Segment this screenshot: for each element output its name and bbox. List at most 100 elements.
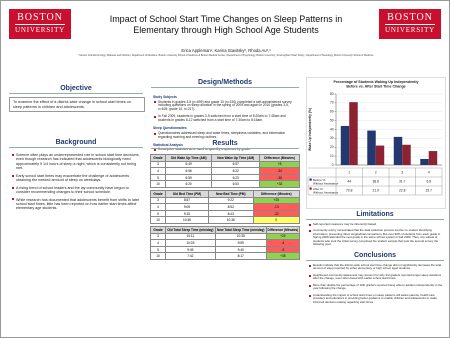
y-tick-label: 80	[330, 92, 334, 96]
methods-body: Study Subjects Students in grades 3-5 (n=…	[153, 93, 299, 155]
header-row: Grade Old Wake Up Time (AM) New Wake Up Ti…	[150, 154, 300, 162]
x-tick-label: 1	[348, 170, 350, 174]
table-cell: 9:05	[165, 203, 209, 211]
table-cell: 9:59	[214, 239, 267, 247]
table-cell: +35	[265, 252, 301, 260]
header-cell: Grade	[150, 226, 166, 234]
bar	[402, 144, 411, 165]
y-tick-label: 50	[330, 118, 334, 122]
table-cell: 4	[150, 203, 166, 211]
data-label: 44	[347, 179, 351, 183]
bullet: Self-reported measures may be inherently…	[308, 222, 444, 227]
table-cell: 10:36	[165, 216, 209, 224]
x-tick-label: 4	[428, 170, 430, 174]
table-cell: 8:57	[165, 196, 209, 205]
header-cell: New Wake Up Time (AM)	[211, 154, 261, 162]
table-cell: 10:03	[165, 239, 216, 247]
header-cell: Difference (Minutes)	[265, 226, 301, 234]
table-cell: 6:23	[211, 173, 261, 182]
bullet: Students in grades 3-5 (n=699) and grade…	[153, 100, 299, 113]
table-row: 10 6:20 6:53 +33	[150, 180, 300, 188]
table-cell: 6:57	[211, 160, 261, 169]
table-cell: 4	[150, 239, 166, 247]
table-row: 5 6:59 6:23 -36	[150, 173, 300, 182]
bar	[420, 158, 429, 165]
table-cell: -34	[259, 167, 300, 175]
data-label: 21.9	[373, 188, 380, 192]
data-label: 38.8	[373, 179, 380, 183]
y-axis-label: Wake Up Independently (%)	[308, 108, 312, 151]
subhead: Sleep Questionnaires	[153, 126, 187, 131]
table-cell: -36	[259, 173, 300, 182]
section-header: Objective	[9, 85, 143, 94]
table-cell: 9:49	[165, 245, 216, 254]
results-table: Grade Old Total Sleep Time (min/day) New T…	[150, 226, 301, 260]
table-cell: 6:22	[211, 167, 261, 175]
bullet: While research has documented that adole…	[11, 198, 141, 211]
table-row: 3 6:49 6:57 +8	[150, 160, 300, 169]
table-cell: 10	[150, 216, 166, 224]
affiliations: ¹Section of Endocrinology, Diabetes and …	[78, 54, 374, 57]
table-cell: -9	[265, 245, 301, 254]
logo-rule	[385, 24, 435, 25]
section-header: Background	[9, 139, 143, 148]
table-cell: 6:53	[211, 180, 261, 188]
table-cell: -4	[265, 239, 301, 247]
logo-text: BOSTON	[387, 12, 433, 23]
legend-swatch	[309, 178, 312, 181]
background-body: Science often plays an underrepresented …	[11, 153, 141, 214]
authors: Erica Appleman¹, Karina Stavitsky², Rhod…	[181, 48, 271, 53]
results-table: Grade Old Wake Up Time (AM) New Wake Up Ti…	[150, 154, 300, 188]
bullet: Results indicate that the district-wide …	[308, 263, 444, 271]
section-header: Results	[151, 140, 299, 149]
table-row: 5 9:15 8:43 -32	[150, 209, 301, 218]
logo-rule	[15, 24, 65, 25]
title: Impact of School Start Time Changes on S…	[109, 14, 343, 35]
data-label: 15.7	[426, 188, 433, 192]
data-label: 22.8	[399, 188, 406, 192]
y-tick-label: 70	[330, 101, 334, 105]
subhead: Study Subjects	[153, 95, 177, 99]
table-row: 4 9:05 8:52 -13	[150, 203, 301, 211]
table-cell: 9:40	[214, 245, 267, 254]
results-table: Grade Old Bed Time (PM) New Bed Time (PM) D…	[150, 190, 301, 224]
bullet: Descriptive statistics were used to quan…	[153, 147, 299, 152]
bar	[375, 145, 385, 165]
table-cell: +25	[252, 196, 301, 205]
y-tick-label: 20	[330, 145, 334, 149]
table-cell: -32	[252, 209, 301, 218]
bar	[367, 130, 376, 165]
table-cell: +8	[259, 160, 300, 169]
table-cell: 8:17	[214, 252, 267, 260]
bullet: More than double the percentage of 10th …	[308, 283, 444, 291]
header-row: Grade Old Total Sleep Time (min/day) New T…	[150, 226, 301, 234]
table-cell: 5	[150, 245, 166, 254]
bar	[349, 102, 358, 165]
header-cell: Old Total Sleep Time (min/day)	[165, 226, 216, 234]
table-cell: 5	[150, 173, 166, 182]
table-cell: 6:59	[164, 173, 213, 182]
table-cell: 8:52	[207, 203, 254, 211]
table-cell: 7:42	[165, 252, 216, 260]
conclusions-body: Results indicate that the district-wide …	[308, 263, 444, 307]
legend-swatch	[309, 187, 312, 190]
subhead: Statistical Analysis	[153, 142, 183, 147]
table-cell: 10:36	[207, 216, 254, 224]
header-cell: Old Bed Time (PM)	[165, 190, 209, 198]
header-cell: Difference (Minutes)	[259, 154, 300, 162]
table-row: 4 6:56 6:22 -34	[150, 167, 300, 175]
table-row: 4 10:03 9:59 -4	[150, 239, 301, 247]
bullet: In Fall 2009, students in grades 3-5 swi…	[153, 114, 299, 123]
y-tick-label: 0	[332, 163, 334, 167]
y-tick-label: 30	[330, 136, 334, 140]
table-cell: 4	[150, 167, 166, 175]
limitations-body: Self-reported measures may be inherently…	[308, 222, 444, 250]
table-cell: 9:15	[165, 209, 209, 218]
section-header: Limitations	[306, 211, 444, 220]
data-label: 6.8	[426, 179, 431, 183]
logo-text: UNIVERSITY	[385, 25, 435, 34]
header-cell: Grade	[150, 190, 166, 198]
logo-text: BOSTON	[17, 12, 63, 23]
bullet: Questionnaires addressed sleep and wake …	[153, 131, 299, 140]
section-header: Conclusions	[306, 252, 444, 261]
